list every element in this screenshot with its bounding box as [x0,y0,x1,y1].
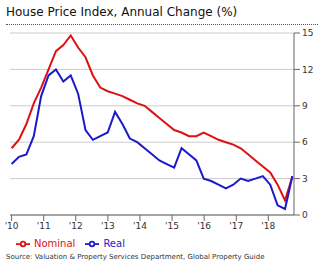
html-text:Nominal: Nominal [34,238,76,249]
html-text:Source: Valuation & Property S: Source: Valuation & Property Services De… [6,253,265,261]
svg-text:'12: '12 [69,221,83,231]
svg-text:'18: '18 [261,221,275,231]
html-text:House Price Index, Annual Chan: House Price Index, Annual Change (%) [6,5,238,19]
svg-text:12: 12 [302,65,313,75]
svg-text:'15: '15 [165,221,179,231]
svg-text:'10: '10 [8,221,19,231]
html-text:Real: Real [103,238,125,249]
svg-text:'17: '17 [229,221,243,231]
svg-text:'16: '16 [197,221,211,231]
svg-text:'13: '13 [101,221,115,231]
svg-text:0: 0 [302,210,308,220]
svg-text:'11: '11 [37,221,51,231]
svg-text:9: 9 [302,101,308,111]
svg-text:'14: '14 [133,221,147,231]
svg-text:6: 6 [302,137,308,147]
svg-text:15: 15 [302,28,313,38]
svg-text:3: 3 [302,174,308,184]
